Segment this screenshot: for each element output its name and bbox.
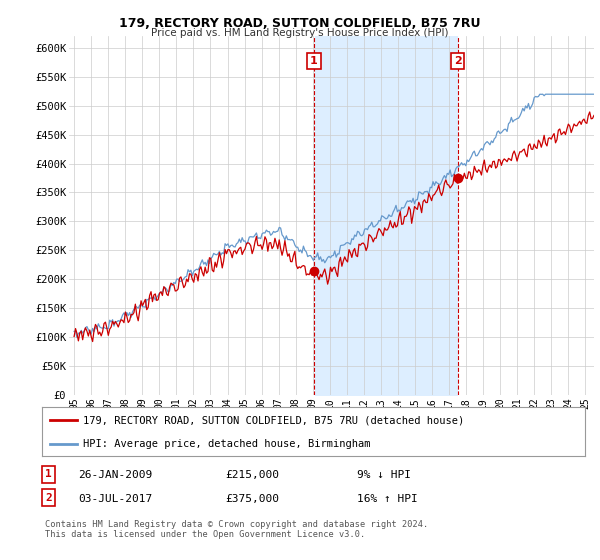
Text: £215,000: £215,000 [225,470,279,480]
Text: 179, RECTORY ROAD, SUTTON COLDFIELD, B75 7RU (detached house): 179, RECTORY ROAD, SUTTON COLDFIELD, B75… [83,416,464,426]
Text: Price paid vs. HM Land Registry's House Price Index (HPI): Price paid vs. HM Land Registry's House … [151,28,449,38]
Text: Contains HM Land Registry data © Crown copyright and database right 2024.
This d: Contains HM Land Registry data © Crown c… [45,520,428,539]
Text: 1: 1 [45,469,52,479]
Text: 16% ↑ HPI: 16% ↑ HPI [357,494,418,504]
Text: 26-JAN-2009: 26-JAN-2009 [78,470,152,480]
Text: 1: 1 [310,56,318,66]
Text: £375,000: £375,000 [225,494,279,504]
Text: 03-JUL-2017: 03-JUL-2017 [78,494,152,504]
Text: 2: 2 [45,493,52,503]
Text: 179, RECTORY ROAD, SUTTON COLDFIELD, B75 7RU: 179, RECTORY ROAD, SUTTON COLDFIELD, B75… [119,17,481,30]
Text: HPI: Average price, detached house, Birmingham: HPI: Average price, detached house, Birm… [83,439,370,449]
Text: 2: 2 [454,56,461,66]
Text: 9% ↓ HPI: 9% ↓ HPI [357,470,411,480]
